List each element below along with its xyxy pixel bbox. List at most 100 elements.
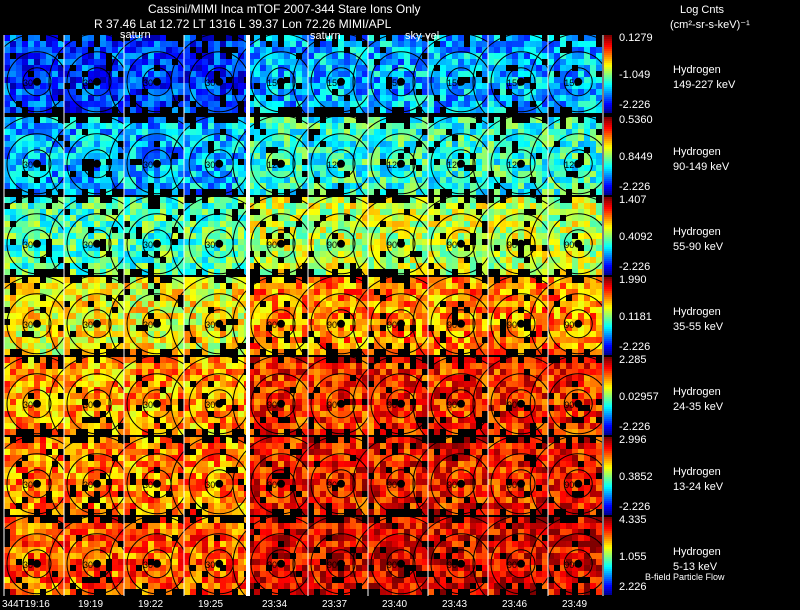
- colorbar-1: [604, 35, 612, 113]
- colorbar-min-1: -2.226: [619, 99, 650, 111]
- contour-label: 30: [205, 560, 215, 570]
- colorbar-mid-4: 0.1181: [619, 311, 652, 323]
- contour-label: 90: [507, 480, 517, 490]
- contour-label: 90: [267, 240, 277, 250]
- contour-label: 30: [143, 78, 153, 88]
- species-label-2: Hydrogen: [673, 146, 721, 158]
- contour-label: 30: [83, 560, 93, 570]
- colorbar-min-3: -2.226: [619, 261, 650, 273]
- colorbar-mid-6: 0.3852: [619, 471, 653, 483]
- time-label: 23:46: [502, 599, 527, 610]
- contour-label: 30: [143, 160, 153, 170]
- colorbar-min-2: -2.226: [619, 181, 650, 193]
- time-label: 19:19: [78, 599, 103, 610]
- contour-label: 30: [23, 400, 33, 410]
- contour-label: 90: [387, 400, 397, 410]
- time-label: 23:34: [262, 599, 287, 610]
- species-label-3: Hydrogen: [673, 226, 721, 238]
- contour-label: 30: [23, 160, 33, 170]
- contour-label: 30: [23, 560, 33, 570]
- contour-label: 90: [387, 320, 397, 330]
- contour-label: 30: [23, 78, 33, 88]
- colorbar-2: [604, 117, 612, 195]
- contour-label: 120: [507, 160, 522, 170]
- contour-label: 30: [143, 400, 153, 410]
- time-label: 23:40: [382, 599, 407, 610]
- contour-label: 30: [205, 78, 215, 88]
- frame-label-sky-vel: sky-vel: [405, 30, 439, 42]
- contour-label: 90: [447, 240, 457, 250]
- contour-label: 90: [327, 560, 337, 570]
- contour-label: 90: [564, 480, 574, 490]
- contour-label: 30: [205, 320, 215, 330]
- energy-label-5: 24-35 keV: [673, 401, 723, 413]
- contour-label: 90: [564, 240, 574, 250]
- contour-label: 90: [507, 320, 517, 330]
- time-label: 23:37: [322, 599, 347, 610]
- contour-label: 30: [83, 78, 93, 88]
- contour-label: 90: [327, 240, 337, 250]
- colorbar-max-6: 2.996: [619, 434, 647, 446]
- colorbar-6: [604, 437, 612, 515]
- contour-label: 90: [387, 560, 397, 570]
- contour-label: 90: [507, 240, 517, 250]
- time-label: 23:49: [562, 599, 587, 610]
- species-label-1: Hydrogen: [673, 64, 721, 76]
- colorbar-mid-1: -1.049: [619, 69, 650, 81]
- contour-label: 150: [564, 78, 579, 88]
- time-label: 23:43: [442, 599, 467, 610]
- energy-label-6: 13-24 keV: [673, 481, 723, 493]
- contour-label: 30: [83, 240, 93, 250]
- time-label: 344T19:16: [2, 599, 50, 610]
- contour-label: 90: [327, 400, 337, 410]
- colorbar-5: [604, 357, 612, 435]
- contour-label: 90: [564, 400, 574, 410]
- colorbar-max-7: 4.335: [619, 514, 647, 526]
- contour-label: 150: [507, 78, 522, 88]
- contour-label: 30: [205, 240, 215, 250]
- footer-note: B-field Particle Flow: [645, 572, 725, 582]
- contour-label: 90: [447, 320, 457, 330]
- colorbar-mid-3: 0.4092: [619, 231, 653, 243]
- frame-label-saturn-2: saturn: [310, 30, 341, 42]
- contour-label: 90: [267, 320, 277, 330]
- contour-label: 30: [83, 400, 93, 410]
- colorbar-mid-7: 1.055: [619, 551, 647, 563]
- contour-label: 30: [205, 480, 215, 490]
- colorbar-max-2: 0.5360: [619, 114, 653, 126]
- contour-label: 30: [23, 480, 33, 490]
- colorbar-min-4: -2.226: [619, 341, 650, 353]
- colorbar-min-5: -2.226: [619, 421, 650, 433]
- energy-label-2: 90-149 keV: [673, 161, 729, 173]
- colorbar-max-4: 1.990: [619, 274, 647, 286]
- contour-label: 90: [564, 560, 574, 570]
- time-label: 19:22: [138, 599, 163, 610]
- contour-label: 90: [327, 480, 337, 490]
- contour-label: 30: [205, 160, 215, 170]
- contour-label: 30: [83, 320, 93, 330]
- contour-label: 90: [564, 320, 574, 330]
- contour-label: 90: [507, 400, 517, 410]
- contour-label: 30: [23, 240, 33, 250]
- colorbar-max-1: 0.1279: [619, 32, 653, 44]
- colorbar-max-3: 1.407: [619, 194, 647, 206]
- colorbar-mid-2: 0.8449: [619, 151, 653, 163]
- contour-label: 90: [447, 400, 457, 410]
- species-label-5: Hydrogen: [673, 386, 721, 398]
- contour-label: 150: [267, 78, 282, 88]
- contour-label: 30: [83, 160, 93, 170]
- contour-label: 90: [387, 240, 397, 250]
- contour-label: 30: [143, 560, 153, 570]
- colorbar-7: [604, 517, 612, 595]
- colorbar-mid-5: 0.02957: [619, 391, 659, 403]
- time-label: 19:25: [198, 599, 223, 610]
- species-label-6: Hydrogen: [673, 466, 721, 478]
- species-label-7: Hydrogen: [673, 546, 721, 558]
- energy-label-1: 149-227 keV: [673, 79, 735, 91]
- contour-label: 120: [447, 160, 462, 170]
- energy-label-4: 35-55 keV: [673, 321, 723, 333]
- frame-label-saturn-1: saturn: [120, 29, 151, 41]
- contour-label: 90: [267, 400, 277, 410]
- contour-label: 30: [143, 480, 153, 490]
- contour-label: 120: [327, 160, 342, 170]
